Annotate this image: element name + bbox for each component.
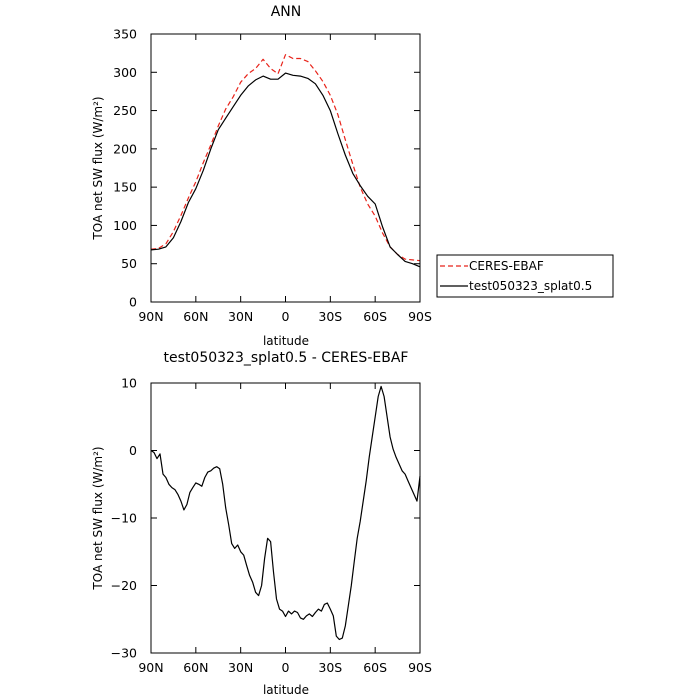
y-tick-label: 150 [113,180,137,195]
y-tick-label: −30 [111,646,137,661]
y-tick-label: −20 [111,578,137,593]
x-tick-label: 30N [228,309,253,324]
x-tick-label: 0 [282,309,290,324]
x-tick-label: 30S [318,660,342,675]
legend-label-test: test050323_splat0.5 [469,279,592,293]
x-tick-label: 60S [363,660,387,675]
top-panel-ylabel: TOA net SW flux (W/m²) [91,96,105,240]
y-tick-label: 50 [121,256,137,271]
top-panel-title: ANN [271,4,302,20]
legend-box [436,254,614,298]
bottom-panel-frame [150,382,421,654]
y-tick-label: 0 [129,443,137,458]
top-panel-xlabel: latitude [263,334,309,348]
y-tick-label: 300 [113,65,137,80]
series-line-0-0 [150,54,421,262]
y-tick-label: −10 [111,511,137,526]
bottom-panel-series [150,385,421,641]
series-line-0-1 [150,72,421,268]
y-tick-label: 100 [113,218,137,233]
top-panel-ticks: 90N 60N 30N 0 30S 60S 90S 0 50 100 150 200 250 300 350 [113,27,432,325]
x-tick-label: 30N [228,660,253,675]
legend-label-ceres: CERES-EBAF [469,259,544,273]
x-tick-label: 60N [183,660,208,675]
x-tick-label: 60S [363,309,387,324]
y-tick-label: 350 [113,27,137,42]
x-tick-label: 90N [138,309,163,324]
bottom-panel: test050323_splat0.5 - CERES-EBAF TOA net… [91,350,432,697]
x-tick-label: 90S [408,309,432,324]
top-panel-frame [150,33,421,303]
y-tick-label: 0 [129,295,137,310]
x-tick-label: 90S [408,660,432,675]
y-tick-label: 200 [113,141,137,156]
x-tick-label: 90N [138,660,163,675]
top-panel-series [150,54,421,268]
legend: CERES-EBAF test050323_splat0.5 [436,254,614,298]
series-line-1-0 [150,385,421,641]
x-tick-label: 30S [318,309,342,324]
top-panel: ANN TOA net SW flux (W/m²) latitude 90N 6… [91,4,614,348]
y-tick-label: 10 [121,376,137,391]
bottom-panel-title: test050323_splat0.5 - CERES-EBAF [164,350,409,366]
bottom-panel-xlabel: latitude [263,683,309,697]
y-tick-label: 250 [113,103,137,118]
bottom-panel-ylabel: TOA net SW flux (W/m²) [91,446,105,590]
x-tick-label: 0 [282,660,290,675]
x-tick-label: 60N [183,309,208,324]
bottom-panel-ticks: 90N 60N 30N 0 30S 60S 90S −30 −20 −10 0 10 [111,376,432,676]
